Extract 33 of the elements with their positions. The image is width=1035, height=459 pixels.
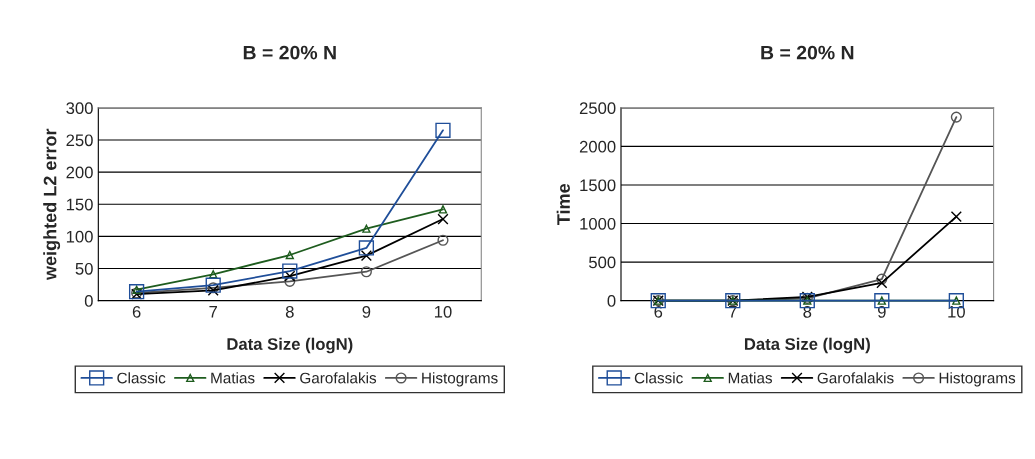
x-tick-label: 7 [209,306,218,318]
legend-label: Classic [634,372,683,384]
y-axis-title: Time [556,183,570,225]
y-tick-label: 250 [66,134,93,147]
legend-label: Histograms [422,372,498,387]
y-tick-label: 300 [66,102,93,115]
legend-label: Classic [117,372,166,384]
y-tick-label: 200 [66,166,93,179]
legend-label: Matias [728,372,773,384]
legend-label: Matias [211,372,255,384]
legend-label: Histograms [939,372,1016,387]
y-tick-label: 100 [66,230,93,243]
y-tick-label: 50 [75,262,93,275]
legend-label: Garofalakis [817,372,894,384]
x-tick-label: 7 [729,306,737,318]
y-axis-title: weighted L2 error [43,128,61,281]
x-tick-label: 10 [434,305,452,318]
y-tick-label: 2000 [579,140,616,153]
y-tick-label: 1000 [580,217,616,230]
x-axis-title: Data Size (logN) [227,337,353,354]
y-tick-label: 2500 [579,102,616,115]
x-tick-label: 6 [132,305,141,318]
x-tick-label: 8 [285,305,294,318]
legend-label: Garofalakis [300,372,377,384]
chart-title: B = 20% N [243,45,336,60]
y-tick-label: 150 [66,198,93,211]
y-tick-label: 1500 [580,179,616,192]
x-axis-title: Data Size (logN) [744,337,870,354]
x-tick-label: 9 [362,305,371,318]
y-tick-label: 500 [589,256,616,269]
chart-title: B = 20% N [761,45,854,60]
y-tick-label: 0 [84,295,93,307]
y-tick-label: 0 [607,295,616,307]
